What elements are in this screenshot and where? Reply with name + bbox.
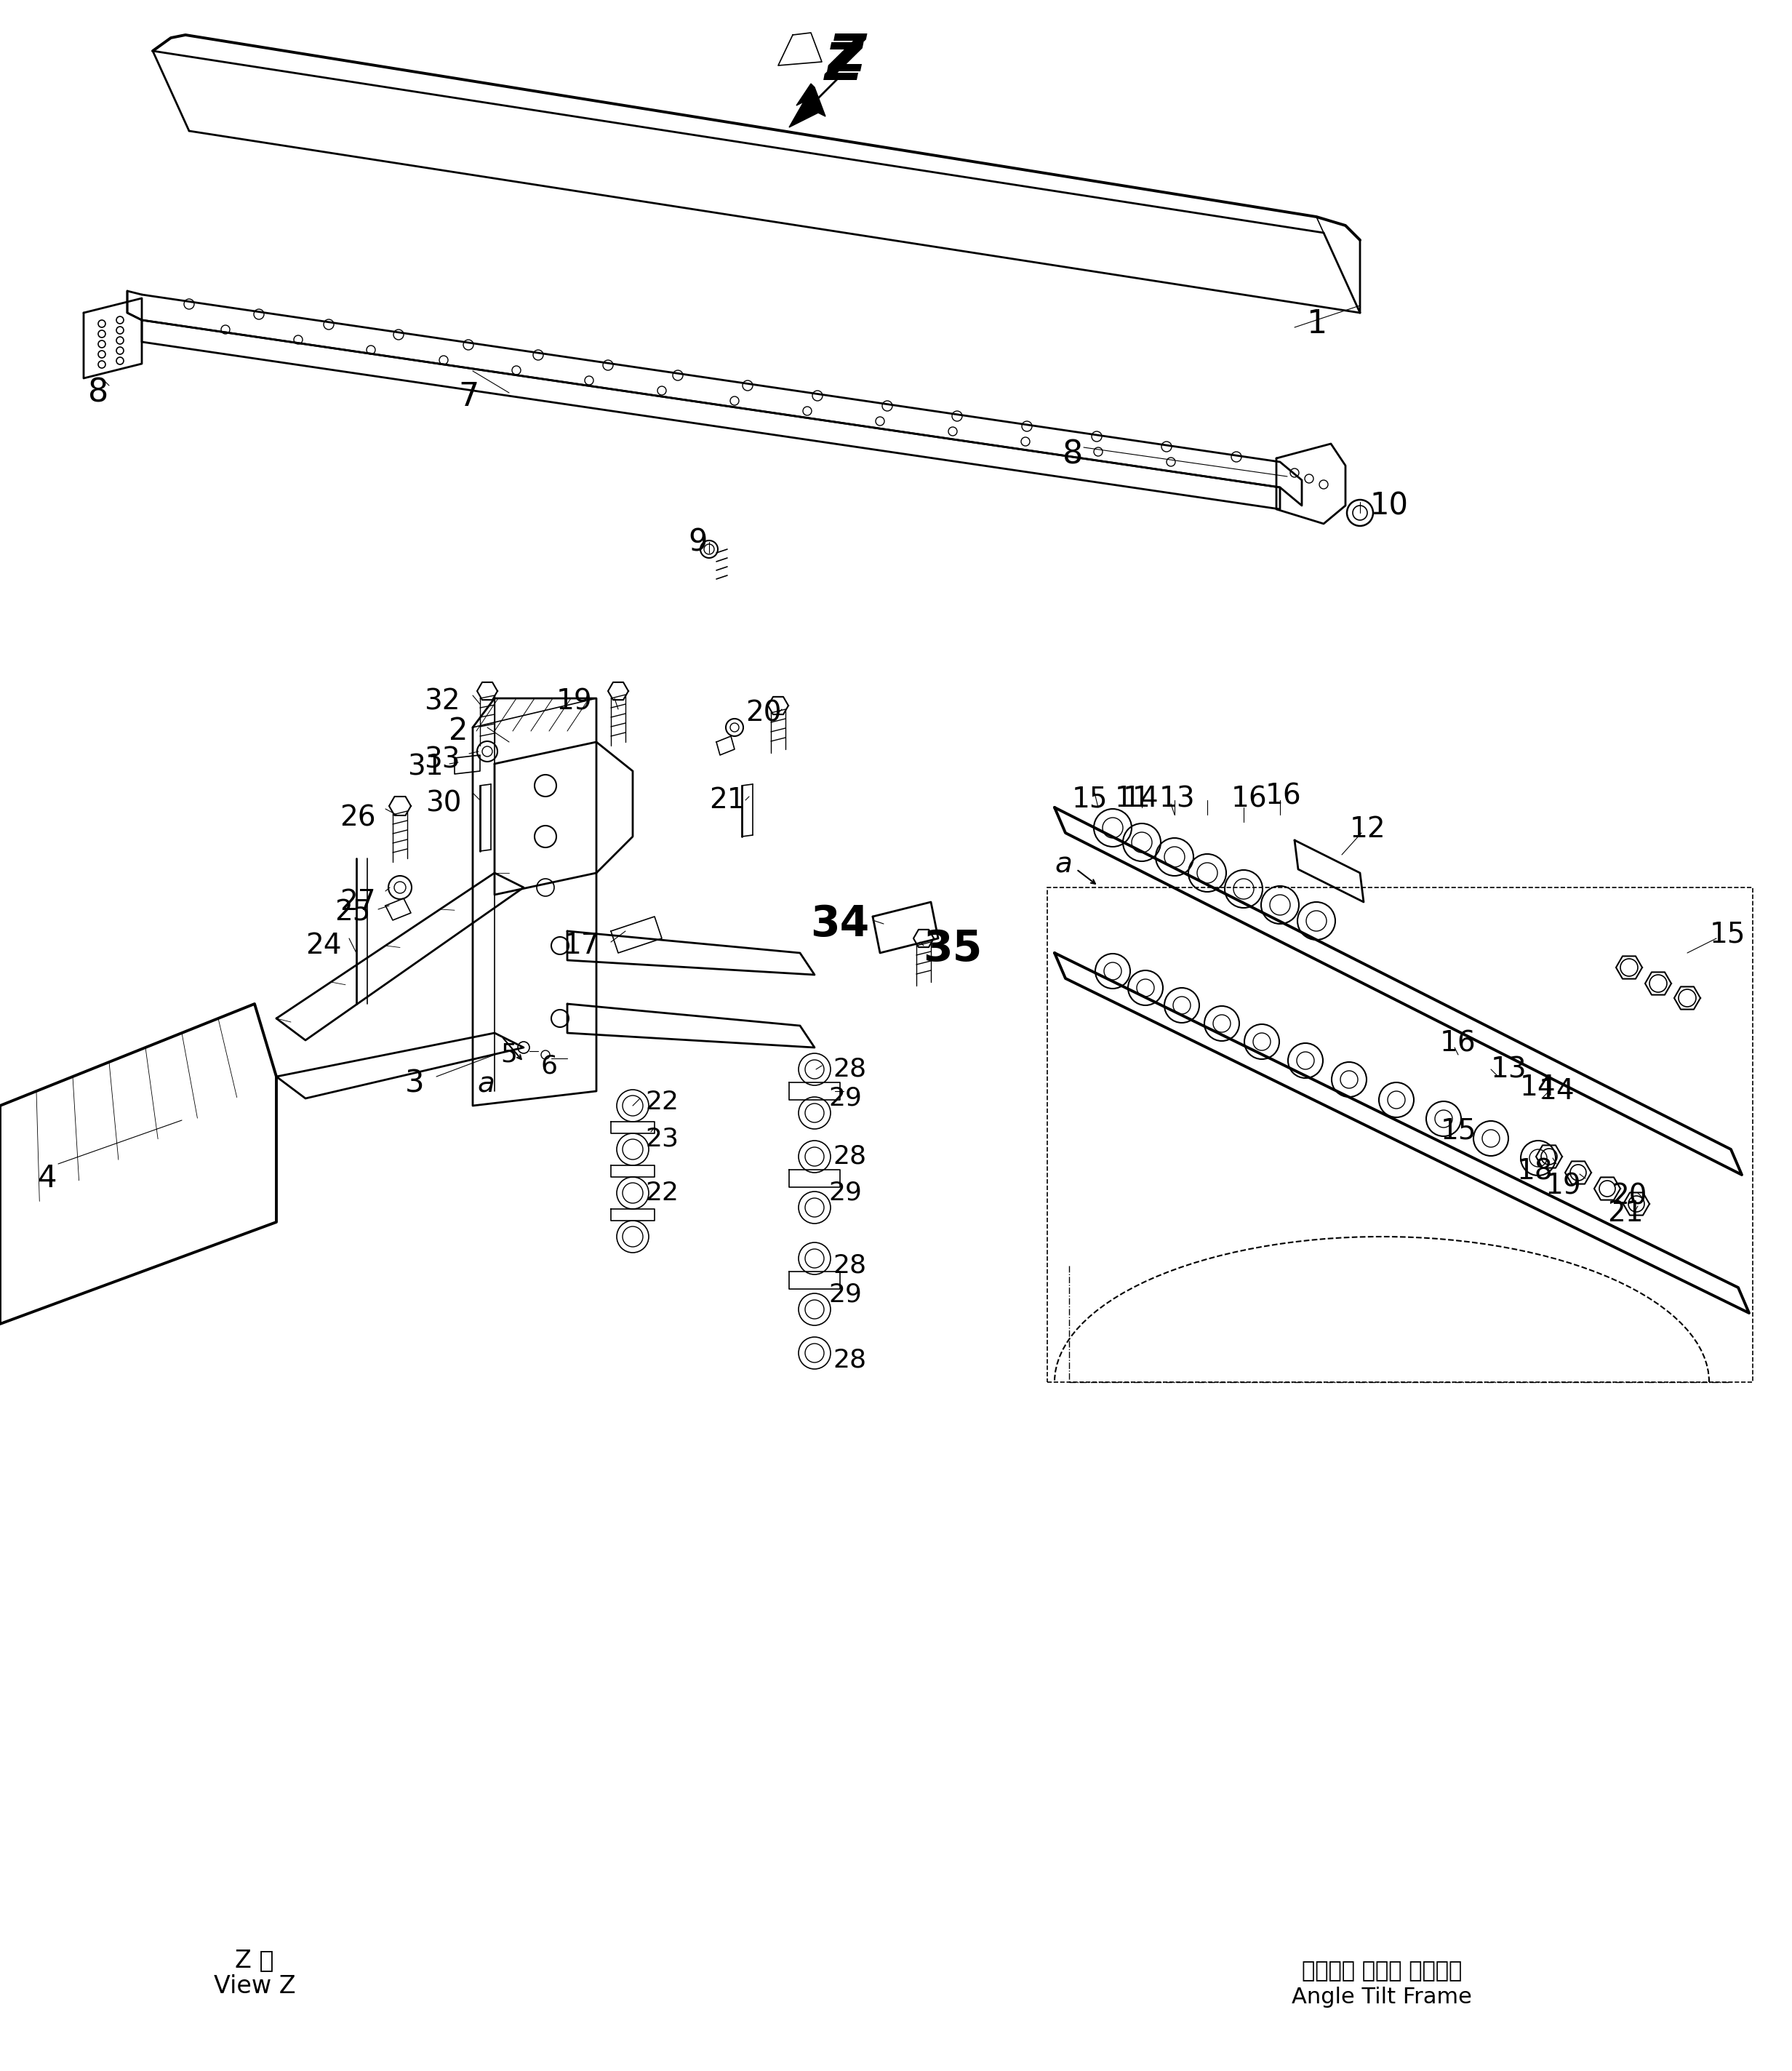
- Text: 15: 15: [1710, 922, 1745, 949]
- Text: 19: 19: [1545, 1172, 1582, 1199]
- Text: 28: 28: [833, 1348, 866, 1373]
- Text: 10: 10: [1369, 491, 1409, 520]
- Text: Z: Z: [824, 39, 862, 91]
- Text: 26: 26: [340, 804, 376, 833]
- Text: 12: 12: [1349, 816, 1385, 843]
- Text: 16: 16: [1441, 1029, 1477, 1058]
- Text: 14: 14: [1520, 1073, 1555, 1102]
- Text: 9: 9: [688, 526, 708, 557]
- Text: 20: 20: [745, 700, 781, 727]
- Text: 14: 14: [1538, 1077, 1575, 1106]
- Text: Angle Tilt Frame: Angle Tilt Frame: [1292, 1986, 1471, 2007]
- Text: 32: 32: [425, 688, 461, 717]
- Polygon shape: [788, 83, 826, 126]
- Text: 24: 24: [306, 932, 342, 959]
- Text: Z 視: Z 視: [235, 1949, 274, 1972]
- Text: 14: 14: [1122, 785, 1158, 812]
- Text: 15: 15: [1072, 785, 1107, 812]
- Text: 18: 18: [1516, 1158, 1552, 1185]
- Text: 27: 27: [340, 888, 376, 915]
- Text: 15: 15: [1441, 1118, 1477, 1145]
- Text: View Z: View Z: [213, 1974, 296, 1999]
- Text: 25: 25: [335, 899, 371, 926]
- Text: 28: 28: [833, 1145, 866, 1168]
- Text: 28: 28: [833, 1056, 866, 1081]
- Text: 29: 29: [828, 1085, 862, 1110]
- Text: 21: 21: [710, 787, 745, 814]
- Text: a: a: [1054, 851, 1072, 878]
- Text: 16: 16: [1231, 785, 1267, 812]
- Text: 31: 31: [407, 754, 443, 781]
- Text: 4: 4: [38, 1164, 57, 1193]
- Text: 22: 22: [645, 1180, 679, 1205]
- Text: 13: 13: [1491, 1056, 1527, 1083]
- Text: a: a: [477, 1071, 495, 1098]
- Text: 8: 8: [1063, 439, 1082, 470]
- Text: 7: 7: [459, 381, 480, 412]
- Text: 30: 30: [426, 789, 462, 818]
- Text: 16: 16: [1265, 783, 1301, 810]
- Text: 11: 11: [1115, 785, 1150, 812]
- Text: 23: 23: [645, 1127, 679, 1151]
- Text: Z: Z: [828, 31, 866, 83]
- Text: 35: 35: [923, 928, 982, 969]
- Text: 5: 5: [500, 1042, 518, 1067]
- Text: 17: 17: [564, 932, 600, 959]
- Text: 20: 20: [1611, 1183, 1647, 1209]
- Text: 6: 6: [541, 1054, 557, 1079]
- Text: 22: 22: [645, 1089, 679, 1114]
- Text: 2: 2: [448, 717, 468, 746]
- Text: 29: 29: [828, 1282, 862, 1307]
- Text: アングル チルト フレーム: アングル チルト フレーム: [1301, 1961, 1462, 1982]
- Text: 1: 1: [1306, 309, 1326, 340]
- Text: 8: 8: [88, 377, 109, 408]
- Text: 21: 21: [1607, 1199, 1643, 1228]
- Text: 34: 34: [810, 903, 869, 944]
- Text: 13: 13: [1159, 785, 1195, 812]
- Text: 29: 29: [828, 1180, 862, 1205]
- Text: 19: 19: [557, 688, 593, 717]
- Text: 28: 28: [833, 1253, 866, 1278]
- Text: 33: 33: [425, 746, 461, 775]
- Text: 3: 3: [405, 1069, 425, 1100]
